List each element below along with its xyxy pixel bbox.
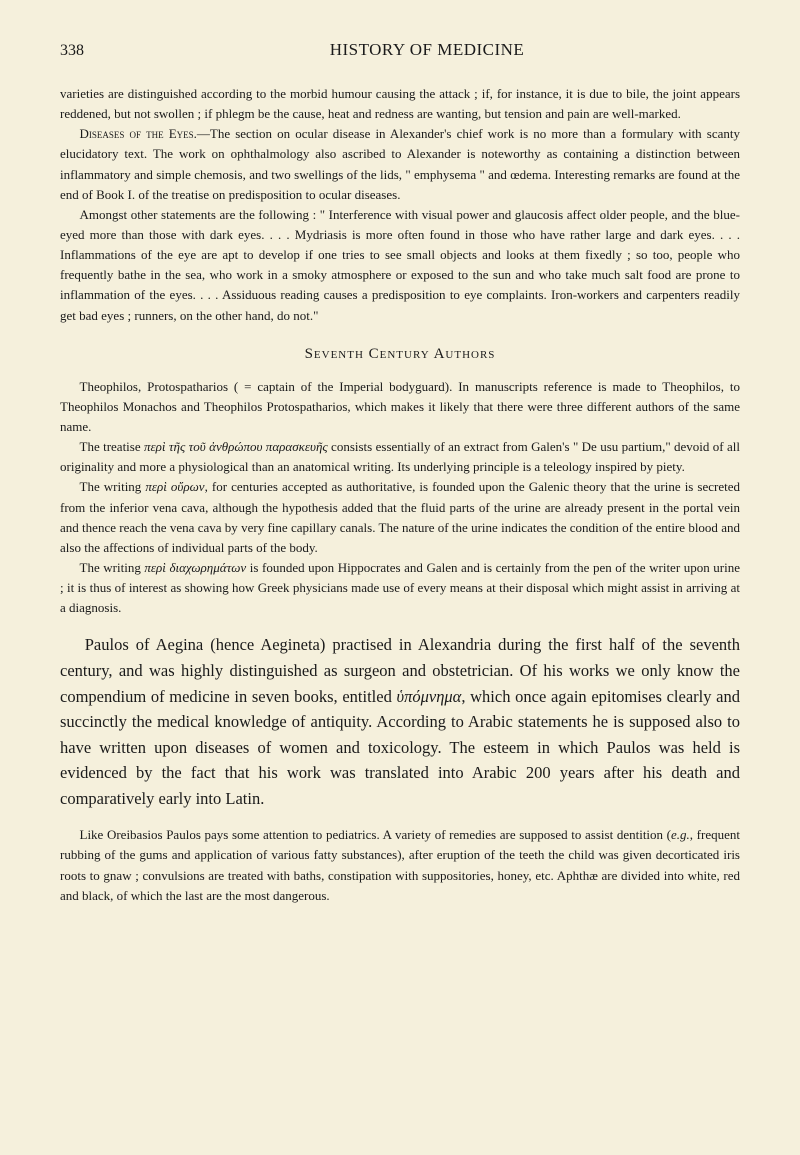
para8-greek: ὑπόμνημα [397,687,462,706]
paragraph-writing-diachōrēmatōn: The writing περὶ διαχωρημάτων is founded… [60,558,740,618]
small-text-block-3: Like Oreibasios Paulos pays some attenti… [60,825,740,906]
paragraph-treatise: The treatise περὶ τῆς τοῦ ἀνθρώπου παρασ… [60,437,740,477]
small-text-block-2: Theophilos, Protospatharios ( = captain … [60,377,740,619]
lead-diseases-eyes: Diseases of the Eyes. [80,126,197,141]
para9-a: Like Oreibasios Paulos pays some attenti… [80,827,672,842]
paragraph-theophilos: Theophilos, Protospatharios ( = captain … [60,377,740,437]
para5-a: The treatise [80,439,145,454]
paragraph-oreibasios: Like Oreibasios Paulos pays some attenti… [60,825,740,906]
header-line: 338 HISTORY OF MEDICINE [60,40,740,60]
spacer-2 [60,811,740,825]
section-heading: Seventh Century Authors [60,346,740,363]
running-head: HISTORY OF MEDICINE [330,40,525,60]
paragraph-paulos: Paulos of Aegina (hence Aegineta) practi… [60,632,740,811]
paragraph-writing-ouron: The writing περὶ οὔρων, for centuries ac… [60,477,740,558]
small-text-block-1: varieties are distinguished according to… [60,84,740,326]
para7-greek: περὶ διαχωρημάτων [144,560,246,575]
page-number: 338 [60,42,84,60]
para6-greek: περὶ οὔρων [145,479,204,494]
para9-eg: e.g. [671,827,690,842]
para5-greek: περὶ τῆς τοῦ ἀνθρώπου παρασκευῆς [144,439,328,454]
paragraph-diseases-eyes: Diseases of the Eyes.—The section on ocu… [60,124,740,205]
page-container: 338 HISTORY OF MEDICINE varieties are di… [0,0,800,946]
body-text-block: Paulos of Aegina (hence Aegineta) practi… [60,632,740,811]
para7-a: The writing [80,560,145,575]
paragraph-varieties: varieties are distinguished according to… [60,84,740,124]
paragraph-statements: Amongst other statements are the followi… [60,205,740,326]
para6-a: The writing [80,479,146,494]
spacer-1 [60,618,740,632]
